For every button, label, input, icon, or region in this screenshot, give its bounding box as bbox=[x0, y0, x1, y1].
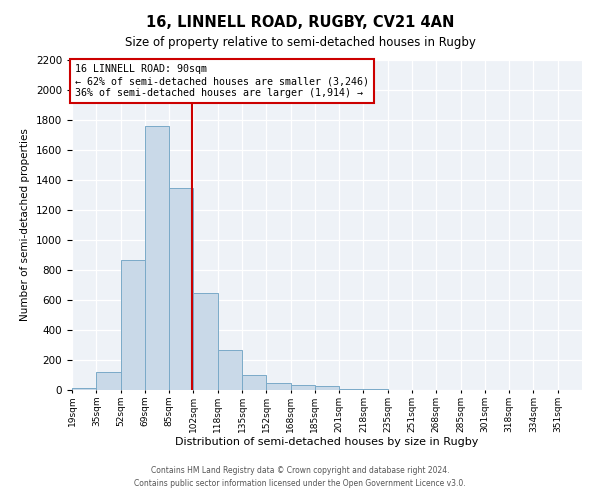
Bar bbox=[218, 350, 242, 390]
Bar bbox=[96, 372, 121, 390]
Bar bbox=[315, 386, 339, 390]
Y-axis label: Number of semi-detached properties: Number of semi-detached properties bbox=[20, 128, 31, 322]
Bar bbox=[290, 385, 315, 390]
Bar bbox=[266, 382, 290, 390]
Bar bbox=[72, 388, 96, 390]
Bar bbox=[242, 375, 266, 390]
Bar bbox=[364, 389, 388, 390]
Bar bbox=[193, 292, 218, 390]
Text: Size of property relative to semi-detached houses in Rugby: Size of property relative to semi-detach… bbox=[125, 36, 475, 49]
Bar bbox=[121, 260, 145, 390]
Text: 16 LINNELL ROAD: 90sqm
← 62% of semi-detached houses are smaller (3,246)
36% of : 16 LINNELL ROAD: 90sqm ← 62% of semi-det… bbox=[75, 64, 369, 98]
Bar bbox=[145, 126, 169, 390]
Text: 16, LINNELL ROAD, RUGBY, CV21 4AN: 16, LINNELL ROAD, RUGBY, CV21 4AN bbox=[146, 15, 454, 30]
Text: Contains HM Land Registry data © Crown copyright and database right 2024.
Contai: Contains HM Land Registry data © Crown c… bbox=[134, 466, 466, 487]
X-axis label: Distribution of semi-detached houses by size in Rugby: Distribution of semi-detached houses by … bbox=[175, 438, 479, 448]
Bar bbox=[339, 389, 364, 390]
Bar bbox=[169, 188, 193, 390]
